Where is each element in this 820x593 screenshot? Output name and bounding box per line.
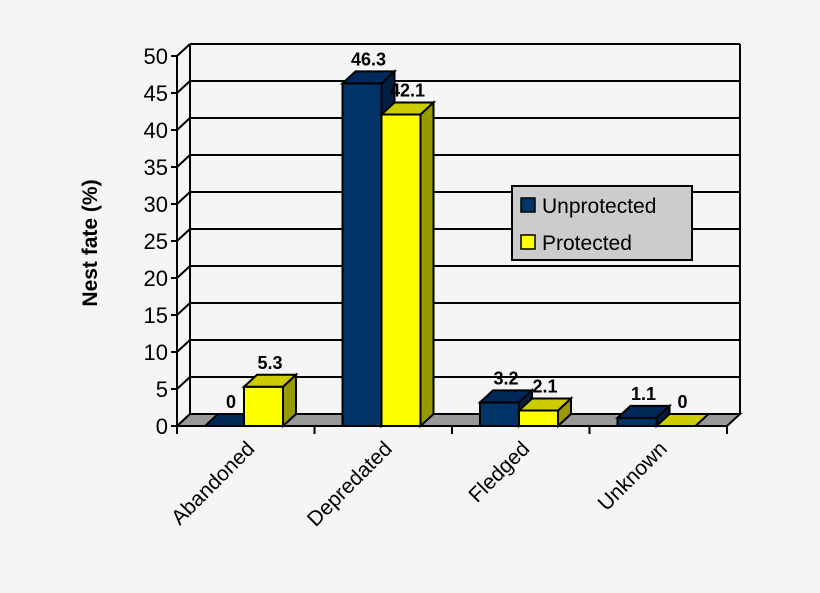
y-tick-label: 50 [144,44,168,69]
y-tick-label: 40 [144,118,168,143]
y-tick-label: 0 [156,414,168,439]
x-label-depredated: Depredated [303,437,397,531]
y-tick-label: 30 [144,192,168,217]
bar-front [341,82,383,427]
bar-top [653,413,712,427]
data-label: 0 [226,392,236,412]
side-gridline [176,154,191,168]
y-tick-label: 35 [144,155,168,180]
bar-top [614,404,673,419]
data-label: 0 [677,392,687,412]
x-axis-labels: Abandoned Depredated Fledged Unknown [167,437,672,531]
bar-protected-abandoned [241,372,299,429]
legend-box [511,185,693,261]
data-label: 5.3 [257,353,282,373]
bar-top [516,397,574,412]
bar-protected-depredated [378,100,437,429]
bar-front [243,385,284,427]
x-label-abandoned: Abandoned [167,437,259,529]
data-label: 2.1 [532,376,557,396]
legend-label-protected: Protected [542,232,632,255]
side-gridline [176,339,191,353]
side-gridline [176,265,191,279]
side-gridline [176,302,191,316]
bar-top [241,373,299,388]
gridlines [176,43,741,427]
side-gridline [176,228,191,242]
legend-label-unprotected: Unprotected [542,195,656,218]
legend-swatch-unprotected [520,197,536,213]
bars [202,69,712,429]
side-gridline [176,43,191,57]
bar-front [518,409,559,427]
bar-top [339,70,398,85]
y-tick-label: 20 [144,266,168,291]
legend-swatch-protected [520,234,536,250]
bar-front [479,401,520,427]
bar-protected-unknown [653,413,712,427]
bar-top [378,101,437,116]
y-tick-label: 5 [156,377,168,402]
bar-front [380,113,422,427]
data-label: 3.2 [493,368,518,388]
side-gridline [176,191,191,205]
y-tick-label: 45 [144,81,168,106]
data-label: 46.3 [351,49,386,69]
bar-side [419,100,435,429]
side-gridline [176,80,191,94]
data-label: 1.1 [631,384,656,404]
bar-protected-fledged [516,396,574,429]
axes: 0 5 10 15 20 25 30 35 40 45 50 [144,44,728,439]
y-axis-title: Nest fate (%) [79,179,102,306]
bar-front [616,416,658,427]
legend: Unprotected Protected [511,185,693,261]
data-labels: 0 5.3 46.342.1 3.2 2.1 1.1 0 [226,49,688,412]
data-label: 42.1 [390,80,425,100]
y-tick-label: 25 [144,229,168,254]
x-label-fledged: Fledged [464,437,534,507]
y-tick-label: 15 [144,303,168,328]
side-gridline [176,117,191,131]
bar-top [477,389,535,404]
side-gridline [176,376,191,390]
bar-unprotected-fledged [477,388,535,429]
x-label-unknown: Unknown [594,437,672,515]
y-tick-label: 10 [144,340,168,365]
